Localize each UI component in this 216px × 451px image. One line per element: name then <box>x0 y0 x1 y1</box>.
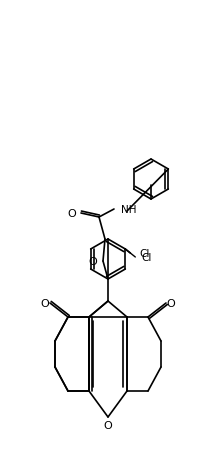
Text: NH: NH <box>121 205 137 215</box>
Text: Cl: Cl <box>139 249 150 258</box>
Text: O: O <box>41 299 49 308</box>
Text: Cl: Cl <box>141 253 152 262</box>
Text: O: O <box>67 208 76 219</box>
Text: O: O <box>104 420 112 430</box>
Text: O: O <box>88 257 97 267</box>
Text: O: O <box>167 299 175 308</box>
